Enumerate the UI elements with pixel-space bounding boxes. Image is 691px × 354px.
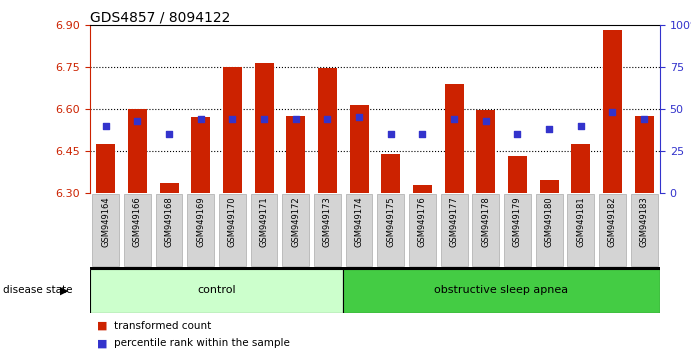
Bar [603,30,622,193]
Text: GSM949173: GSM949173 [323,197,332,247]
Text: GSM949170: GSM949170 [228,197,237,247]
Point [164,131,175,137]
Text: ▶: ▶ [60,285,68,295]
FancyBboxPatch shape [441,194,468,266]
Point [417,131,428,137]
FancyBboxPatch shape [599,194,626,266]
Text: percentile rank within the sample: percentile rank within the sample [114,338,290,348]
Text: GSM949178: GSM949178 [481,197,490,247]
FancyBboxPatch shape [282,194,309,266]
FancyBboxPatch shape [536,194,562,266]
FancyBboxPatch shape [187,194,214,266]
Point [100,123,111,129]
Text: GSM949183: GSM949183 [640,197,649,247]
Text: obstructive sleep apnea: obstructive sleep apnea [435,285,569,295]
Bar [444,84,464,193]
Point [448,116,460,122]
Text: GSM949176: GSM949176 [418,197,427,247]
Bar [191,117,210,193]
Bar [413,184,432,193]
Text: GSM949179: GSM949179 [513,197,522,247]
FancyBboxPatch shape [377,194,404,266]
Bar [571,144,590,193]
Text: ■: ■ [97,321,107,331]
FancyBboxPatch shape [504,194,531,266]
Text: GSM949175: GSM949175 [386,197,395,247]
Text: transformed count: transformed count [114,321,211,331]
Text: GSM949169: GSM949169 [196,197,205,247]
Point [385,131,396,137]
Point [258,116,269,122]
Point [195,116,206,122]
Text: GDS4857 / 8094122: GDS4857 / 8094122 [90,11,230,25]
Point [512,131,523,137]
Text: ■: ■ [97,338,107,348]
Text: GSM949181: GSM949181 [576,197,585,247]
Point [575,123,586,129]
Point [227,116,238,122]
Text: GSM949172: GSM949172 [291,197,300,247]
FancyBboxPatch shape [155,194,182,266]
FancyBboxPatch shape [472,194,499,266]
FancyBboxPatch shape [251,194,278,266]
Bar [223,67,242,193]
FancyBboxPatch shape [567,194,594,266]
Bar [350,105,368,193]
Text: GSM949180: GSM949180 [545,197,553,247]
Text: GSM949171: GSM949171 [260,197,269,247]
Text: GSM949177: GSM949177 [450,197,459,247]
FancyBboxPatch shape [409,194,436,266]
FancyBboxPatch shape [124,194,151,266]
Bar [540,180,558,193]
Point [638,116,650,122]
Bar [476,110,495,193]
Text: GSM949182: GSM949182 [608,197,617,247]
Bar [508,156,527,193]
Point [480,118,491,124]
Text: disease state: disease state [3,285,73,295]
Bar [128,109,146,193]
Bar [254,63,274,193]
Bar [286,116,305,193]
Text: GSM949164: GSM949164 [101,197,110,247]
Text: GSM949168: GSM949168 [164,197,173,247]
Text: GSM949174: GSM949174 [354,197,363,247]
Point [132,118,143,124]
Bar [96,144,115,193]
Text: control: control [197,285,236,295]
FancyBboxPatch shape [343,269,660,313]
Text: GSM949166: GSM949166 [133,197,142,247]
FancyBboxPatch shape [90,269,343,313]
Point [607,109,618,115]
FancyBboxPatch shape [219,194,246,266]
Bar [318,68,337,193]
FancyBboxPatch shape [314,194,341,266]
Bar [381,154,400,193]
Bar [160,183,178,193]
FancyBboxPatch shape [92,194,119,266]
FancyBboxPatch shape [346,194,372,266]
FancyBboxPatch shape [631,194,658,266]
Point [354,114,365,120]
Point [322,116,333,122]
Point [544,126,555,132]
Bar [634,116,654,193]
Point [290,116,301,122]
